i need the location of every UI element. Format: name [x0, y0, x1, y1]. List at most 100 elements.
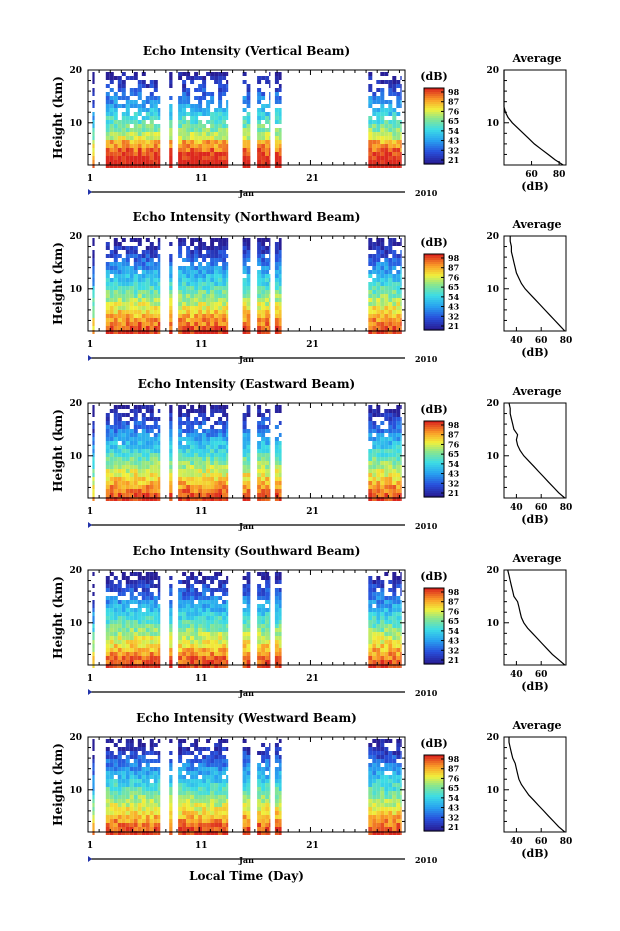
heatmap-cell	[218, 88, 223, 92]
heatmap-cell	[182, 294, 187, 298]
heatmap-cell	[396, 628, 401, 632]
heatmap-cell	[92, 405, 95, 409]
heatmap-cell	[169, 449, 173, 453]
heatmap-cell	[129, 128, 134, 132]
heatmap-cell	[265, 318, 270, 322]
heatmap-cell	[129, 461, 134, 465]
heatmap-cell	[117, 739, 122, 743]
heatmap-cell	[125, 497, 130, 501]
colorbar-swatch	[424, 654, 444, 657]
heatmap-cell	[109, 120, 114, 124]
heatmap-cell	[226, 604, 229, 608]
heatmap-cell	[218, 656, 223, 660]
heatmap-cell	[396, 461, 401, 465]
heatmap-cell	[214, 433, 219, 437]
heatmap-cell	[198, 314, 203, 318]
heatmap-cell	[137, 576, 142, 580]
heatmap-cell	[149, 322, 154, 326]
heatmap-cell	[384, 140, 389, 144]
heatmap-cell	[261, 445, 266, 449]
heatmap-cell	[376, 457, 381, 461]
heatmap-cell	[257, 322, 262, 326]
heatmap-cell	[206, 437, 211, 441]
heatmap-cell	[169, 278, 173, 282]
heatmap-cell	[261, 112, 266, 116]
heatmap-cell	[202, 274, 207, 278]
heatmap-cell	[186, 616, 191, 620]
heatmap-cell	[198, 112, 203, 116]
heatmap-cell	[226, 437, 229, 441]
heatmap-cell	[113, 258, 118, 262]
colorbar-swatch	[424, 485, 444, 488]
heatmap-cell	[129, 465, 134, 469]
heatmap-cell	[182, 616, 187, 620]
heatmap-cell	[121, 763, 126, 767]
colorbar-swatch	[424, 660, 444, 663]
heatmap-cell	[210, 608, 215, 612]
heatmap-cell	[198, 596, 203, 600]
heatmap-cell	[396, 140, 401, 144]
heatmap-cell	[169, 624, 173, 628]
heatmap-cell	[178, 612, 183, 616]
heatmap-cell	[190, 620, 195, 624]
colorbar-swatch	[424, 447, 444, 450]
heatmap-cell	[257, 160, 262, 164]
heatmap-cell	[226, 576, 229, 580]
heatmap-cell	[214, 497, 219, 501]
heatmap-cell	[214, 612, 219, 616]
heatmap-cell	[269, 286, 271, 290]
heatmap-cell	[376, 405, 381, 409]
heatmap-cell	[105, 76, 110, 80]
heatmap-cell	[182, 298, 187, 302]
heatmap-cell	[210, 242, 215, 246]
heatmap-cell	[392, 640, 397, 644]
heatmap-cell	[137, 771, 142, 775]
heatmap-cell	[129, 632, 134, 636]
heatmap-cell	[92, 242, 95, 246]
heatmap-cell	[380, 140, 385, 144]
heatmap-cell	[137, 108, 142, 112]
heatmap-cell	[125, 779, 130, 783]
heatmap-cell	[153, 164, 158, 168]
heatmap-cell	[392, 612, 397, 616]
heatmap-cell	[157, 298, 161, 302]
colorbar-swatch	[424, 433, 444, 436]
heatmap-cell	[149, 664, 154, 668]
heatmap-cell	[246, 120, 251, 124]
heatmap-cell	[141, 787, 146, 791]
heatmap-cell	[137, 425, 142, 429]
heatmap-cell	[246, 433, 251, 437]
heatmap-cell	[388, 314, 393, 318]
heatmap-cell	[129, 445, 134, 449]
heatmap-cell	[206, 72, 211, 76]
average-title: Average	[511, 52, 561, 65]
heatmap-cell	[218, 76, 223, 80]
heatmap-cell	[392, 624, 397, 628]
heatmap-cell	[388, 290, 393, 294]
colorbar-swatch	[424, 148, 444, 151]
heatmap-cell	[218, 660, 223, 664]
heatmap-cell	[145, 493, 150, 497]
heatmap-cell	[392, 152, 397, 156]
heatmap-cell	[278, 433, 282, 437]
heatmap-cell	[137, 465, 142, 469]
heatmap-cell	[137, 652, 142, 656]
heatmap-cell	[218, 616, 223, 620]
heatmap-cell	[92, 136, 95, 140]
heatmap-cell	[141, 656, 146, 660]
heatmap-cell	[202, 608, 207, 612]
heatmap-cell	[376, 580, 381, 584]
heatmap-cell	[278, 612, 282, 616]
heatmap-cell	[92, 644, 95, 648]
heatmap-cell	[105, 815, 110, 819]
heatmap-cell	[202, 584, 207, 588]
heatmap-cell	[372, 644, 377, 648]
heatmap-cell	[182, 80, 187, 84]
heatmap-cell	[257, 310, 262, 314]
heatmap-cell	[145, 433, 150, 437]
heatmap-cell	[113, 620, 118, 624]
heatmap-cell	[169, 620, 173, 624]
heatmap-cell	[141, 604, 146, 608]
heatmap-cell	[145, 306, 150, 310]
